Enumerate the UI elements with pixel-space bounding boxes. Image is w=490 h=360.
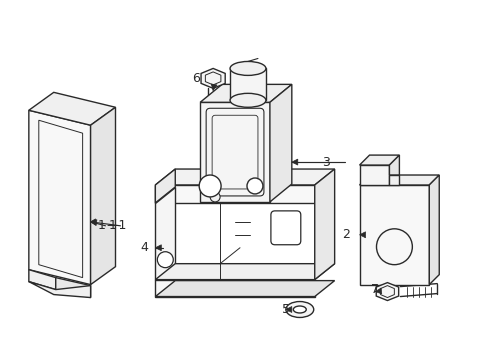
Polygon shape (155, 187, 175, 280)
Polygon shape (390, 155, 399, 175)
Polygon shape (270, 84, 292, 202)
Ellipse shape (230, 62, 266, 75)
Text: 1: 1 (98, 219, 105, 232)
Polygon shape (200, 102, 270, 202)
Ellipse shape (294, 306, 306, 313)
Polygon shape (292, 159, 298, 165)
Text: 1: 1 (108, 219, 117, 232)
Polygon shape (360, 165, 390, 185)
Polygon shape (91, 220, 97, 226)
Polygon shape (155, 245, 161, 251)
Text: 7: 7 (371, 283, 379, 296)
Circle shape (199, 175, 221, 197)
Polygon shape (429, 175, 439, 285)
Polygon shape (91, 219, 96, 225)
Polygon shape (155, 185, 315, 203)
FancyBboxPatch shape (271, 211, 301, 245)
Polygon shape (29, 270, 56, 289)
Ellipse shape (286, 302, 314, 318)
Circle shape (210, 192, 220, 202)
Polygon shape (360, 175, 439, 185)
Text: —1: —1 (106, 219, 127, 232)
Polygon shape (155, 169, 175, 203)
Polygon shape (200, 84, 292, 102)
Polygon shape (360, 232, 366, 238)
Polygon shape (56, 278, 91, 298)
Circle shape (157, 252, 173, 268)
Polygon shape (91, 107, 116, 285)
Text: 6: 6 (192, 72, 200, 85)
Ellipse shape (230, 93, 266, 107)
Text: 5: 5 (282, 303, 290, 316)
Polygon shape (375, 288, 382, 294)
Polygon shape (390, 175, 399, 185)
Polygon shape (286, 306, 292, 312)
Polygon shape (155, 264, 335, 280)
Polygon shape (376, 283, 399, 301)
Polygon shape (360, 185, 429, 285)
Polygon shape (155, 280, 315, 297)
Polygon shape (360, 155, 399, 165)
Polygon shape (315, 169, 335, 280)
Polygon shape (211, 84, 217, 90)
Text: 2: 2 (342, 228, 349, 241)
Polygon shape (155, 169, 335, 185)
Polygon shape (29, 110, 91, 285)
Polygon shape (155, 280, 335, 297)
Circle shape (247, 178, 263, 194)
Polygon shape (201, 68, 225, 88)
Text: 3: 3 (322, 156, 330, 168)
Polygon shape (29, 92, 116, 125)
Polygon shape (29, 282, 91, 298)
Text: 4: 4 (141, 241, 148, 254)
Polygon shape (230, 68, 266, 100)
